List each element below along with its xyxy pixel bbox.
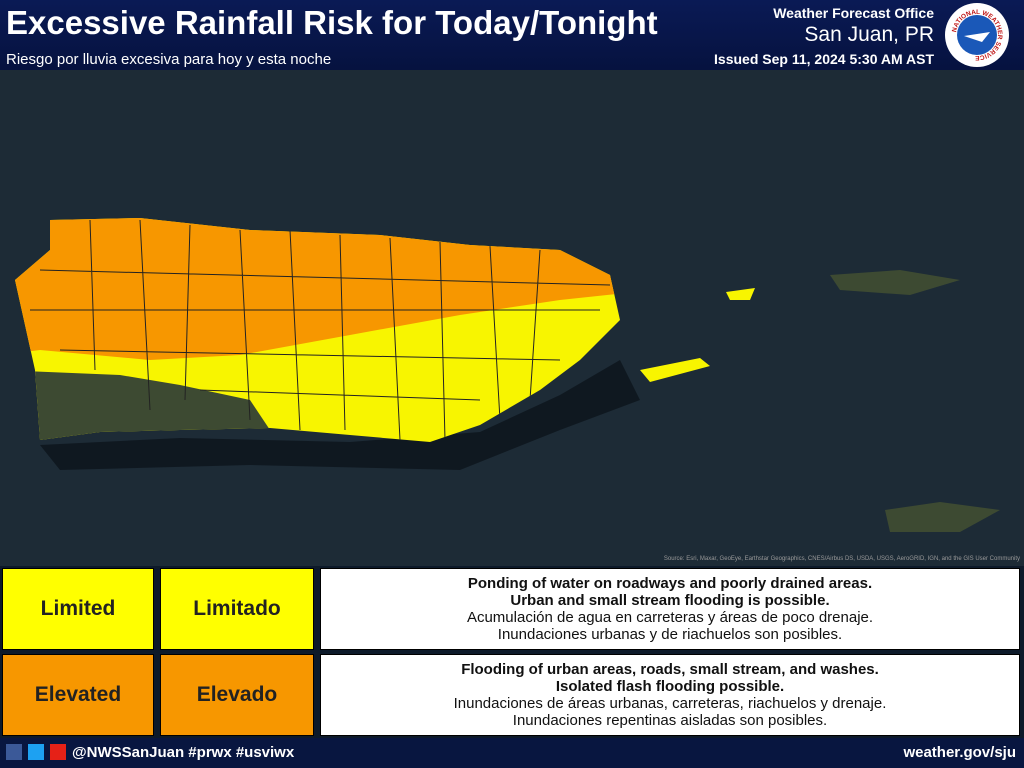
youtube-icon[interactable]: [50, 744, 66, 760]
limited-en: Limited: [2, 568, 154, 650]
twitter-icon[interactable]: [28, 744, 44, 760]
elevated-es: Elevado: [160, 654, 314, 736]
office: Weather Forecast Office: [773, 5, 934, 21]
desc-line: Urban and small stream flooding is possi…: [510, 592, 830, 609]
desc-line: Flooding of urban areas, roads, small st…: [461, 661, 879, 678]
desc-line: Ponding of water on roadways and poorly …: [467, 575, 873, 592]
st-croix: [885, 502, 1000, 532]
facebook-icon[interactable]: [6, 744, 22, 760]
municipal-borders: [30, 219, 611, 441]
map-source: Source: Esri, Maxar, GeoEye, Earthstar G…: [664, 556, 1020, 562]
shelf: [40, 360, 640, 470]
footer: @NWSSanJuan #prwx #usviwx weather.gov/sj…: [0, 738, 1024, 768]
website[interactable]: weather.gov/sju: [903, 744, 1016, 761]
vieques: [640, 358, 710, 382]
map: Source: Esri, Maxar, GeoEye, Earthstar G…: [0, 70, 1024, 566]
subtitle: Riesgo por lluvia excesiva para hoy y es…: [6, 51, 332, 68]
elevated-description: Flooding of urban areas, roads, small st…: [320, 654, 1020, 736]
desc-line: Inundaciones urbanas y de riachuelos son…: [497, 626, 843, 643]
location: San Juan, PR: [804, 23, 934, 46]
social: @NWSSanJuan #prwx #usviwx: [72, 744, 295, 761]
desc-line: Isolated flash flooding possible.: [555, 678, 785, 695]
header: Excessive Rainfall Risk for Today/Tonigh…: [0, 0, 1024, 70]
virgin-islands: [830, 270, 960, 295]
desc-line: Inundaciones de áreas urbanas, carretera…: [453, 695, 887, 712]
title: Excessive Rainfall Risk for Today/Tonigh…: [6, 4, 658, 41]
elevated-en: Elevated: [2, 654, 154, 736]
nws-logo: NATIONAL WEATHER SERVICE: [945, 3, 1009, 67]
logo-bolt: [964, 32, 990, 42]
issued: Issued Sep 11, 2024 5:30 AM AST: [714, 51, 934, 67]
limited-es: Limitado: [160, 568, 314, 650]
desc-line: Acumulación de agua en carreteras y área…: [466, 609, 874, 626]
culebra: [726, 288, 755, 300]
limited-description: Ponding of water on roadways and poorly …: [320, 568, 1020, 650]
desc-line: Inundaciones repentinas aisladas son pos…: [512, 712, 828, 729]
